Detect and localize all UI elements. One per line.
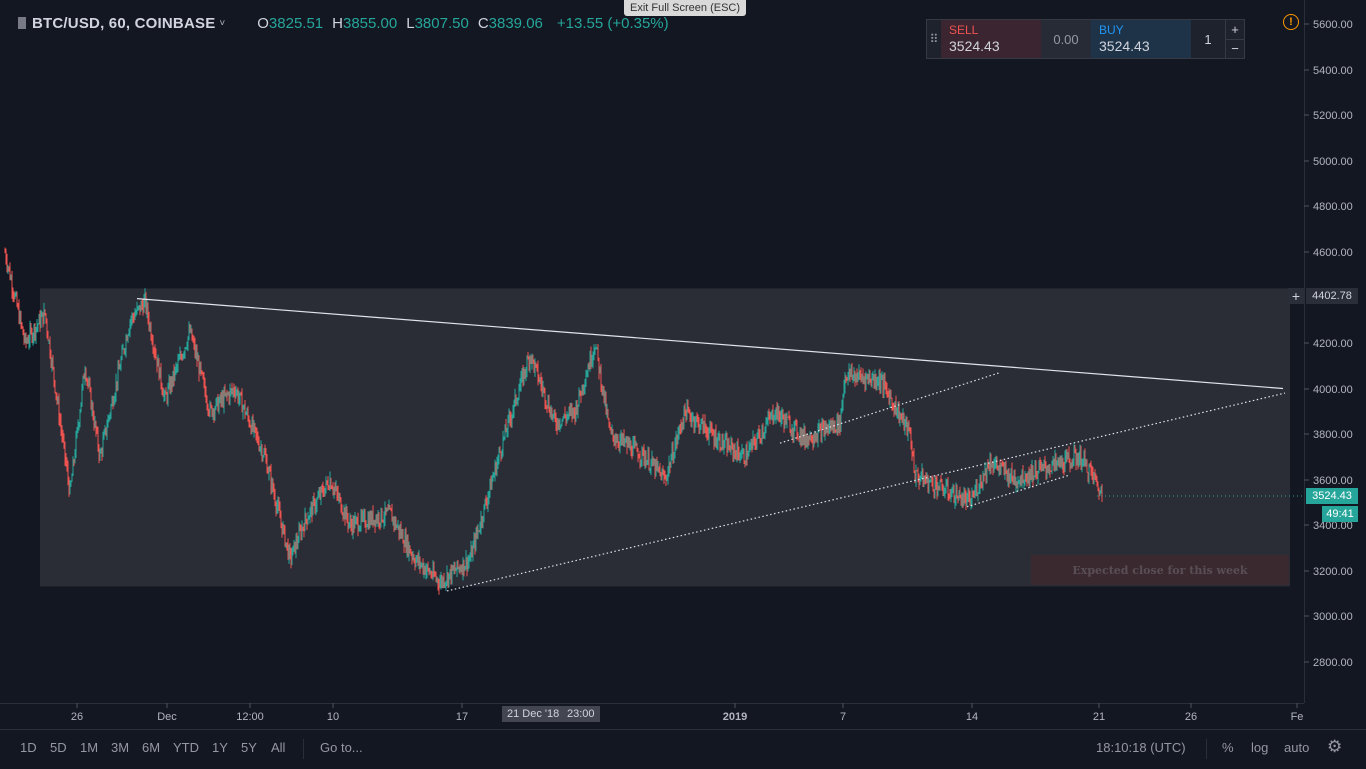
chart-header: BTC/USD, 60, COINBASE ˅ O3825.51 H3855.0… [18,13,669,33]
chevron-down-icon[interactable]: ˅ [219,17,226,29]
descending-trendline [136,298,1284,390]
crosshair-add-icon[interactable]: + [1288,288,1304,304]
time-tick-label: Dec [157,711,177,723]
time-tick-label: Fe [1291,711,1304,723]
increase-quantity-button[interactable]: + [1226,20,1244,40]
buy-button[interactable]: BUY 3524.43 [1091,20,1191,58]
range-1m-button[interactable]: 1M [80,740,99,755]
trade-panel: ⠿ SELL 3524.43 0.00 BUY 3524.43 1 + − [926,19,1245,59]
sell-button[interactable]: SELL 3524.43 [941,20,1041,58]
price-change: +13.55 (+0.35%) [556,14,669,32]
price-tick-label: 4200.00 [1313,338,1353,350]
time-tick-label: 14 [966,711,978,723]
quantity-input[interactable]: 1 [1204,31,1212,47]
candles [4,247,1103,595]
range-3m-button[interactable]: 3M [111,740,130,755]
price-tick-label: 3200.00 [1313,566,1353,578]
sell-price: 3524.43 [949,38,1000,54]
price-tick-label: 5000.00 [1313,156,1353,168]
log-scale-button[interactable]: log [1251,740,1269,755]
inner-support-line [779,372,1001,444]
symbol-title[interactable]: BTC/USD, 60, COINBASE [32,14,216,32]
open-value: 3825.51 [268,14,324,32]
price-tick-label: 3600.00 [1313,475,1353,487]
drag-handle-icon[interactable]: ⠿ [929,32,939,46]
quantity-stepper: + − [1225,20,1244,58]
close-value: 3839.06 [488,14,543,32]
buy-price: 3524.43 [1099,38,1150,54]
bar-countdown-badge: 49:41 [1322,506,1358,522]
price-tick-label: 5400.00 [1313,65,1353,77]
last-price-badge: 3524.43 [1306,488,1358,504]
toolbar-divider [1206,739,1207,759]
range-6m-button[interactable]: 6M [142,740,161,755]
price-tick-label: 5200.00 [1313,110,1353,122]
price-tick-label: 5600.00 [1313,19,1353,31]
spread-value: 0.00 [1041,20,1091,58]
range-all-button[interactable]: All [271,740,286,755]
close-key: C [477,14,489,32]
gear-icon[interactable]: ⚙ [1327,737,1343,756]
range-5y-button[interactable]: 5Y [241,740,257,755]
price-tick-label: 2800.00 [1313,657,1353,669]
range-ytd-button[interactable]: YTD [173,740,199,755]
price-tick-label: 4600.00 [1313,247,1353,259]
price-tick-label: 3000.00 [1313,611,1353,623]
percent-scale-button[interactable]: % [1222,740,1234,755]
time-tick-label: 12:00 [236,711,264,723]
price-tick-label: 3400.00 [1313,520,1353,532]
decrease-quantity-button[interactable]: − [1231,41,1239,57]
time-tick-label: 17 [456,711,468,723]
low-key: L [406,14,415,32]
high-key: H [332,14,343,32]
price-tick-label: 3800.00 [1313,429,1353,441]
symbol-square-icon [18,17,26,29]
price-axis [1304,0,1366,703]
time-tick-label: 10 [327,711,339,723]
time-tick-label: 21 [1093,711,1105,723]
range-box [40,288,1290,587]
crosshair-date-label: 21 Dec '18 [502,706,565,722]
ohlc-values: O3825.51 H3855.00 L3807.50 C3839.06 [257,15,543,32]
toolbar-divider [303,739,304,759]
auto-scale-button[interactable]: auto [1284,740,1310,755]
utc-clock[interactable]: 18:10:18 (UTC) [1096,740,1186,755]
exit-fullscreen-button[interactable]: Exit Full Screen (ESC) [624,0,747,16]
time-tick-label: 26 [1185,711,1197,723]
buy-label: BUY [1099,23,1124,37]
cursor-price-label: 4402.78 [1306,288,1358,304]
open-key: O [257,14,269,32]
bottom-toolbar: 1D 5D 1M 3M 6M YTD 1Y 5Y All Go to... 18… [0,729,1366,769]
sell-label: SELL [949,23,979,37]
range-1y-button[interactable]: 1Y [212,740,228,755]
crosshair-time-label: 23:00 [562,706,600,722]
time-tick-label: 26 [71,711,83,723]
warning-icon[interactable]: ! [1283,14,1299,30]
time-tick-label: 7 [840,711,846,723]
range-5d-button[interactable]: 5D [50,740,67,755]
range-1d-button[interactable]: 1D [20,740,37,755]
price-tick-label: 4800.00 [1313,201,1353,213]
high-value: 3855.00 [343,14,398,32]
price-tick-label: 4000.00 [1313,384,1353,396]
expected-close-label: Expected close for this week [1031,555,1289,585]
low-value: 3807.50 [414,14,469,32]
goto-date-button[interactable]: Go to... [320,740,363,755]
time-tick-label: 2019 [723,711,747,723]
